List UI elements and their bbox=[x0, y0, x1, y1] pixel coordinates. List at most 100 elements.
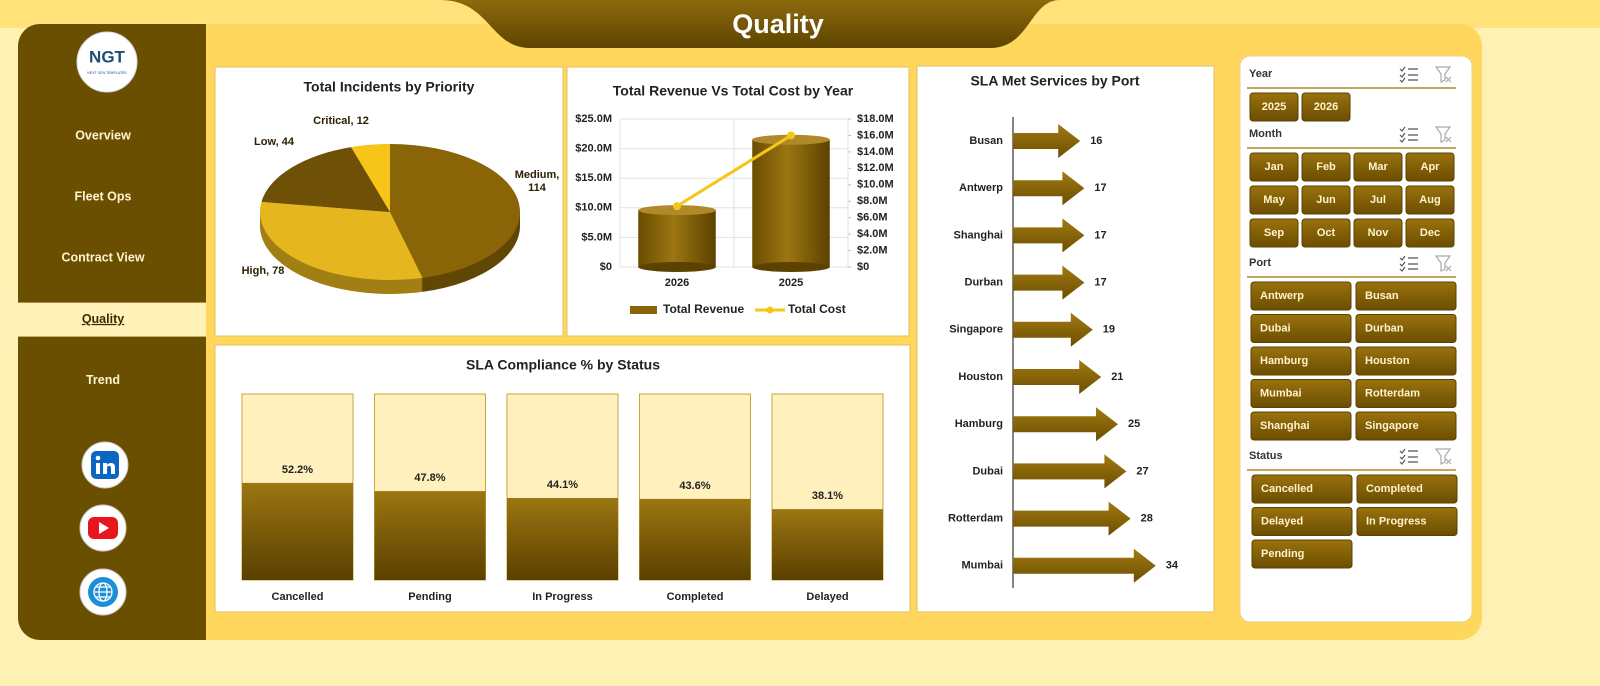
slicer-button[interactable] bbox=[1250, 379, 1352, 408]
slicer-title: Month bbox=[1249, 128, 1282, 140]
slicer-button[interactable] bbox=[1353, 218, 1403, 248]
slicer-item[interactable]: Durban bbox=[1365, 322, 1404, 334]
slicer-item[interactable]: In Progress bbox=[1366, 515, 1427, 527]
slicer-button[interactable] bbox=[1251, 507, 1353, 536]
slicer-item[interactable]: Antwerp bbox=[1260, 290, 1304, 302]
x-tick-label: Cancelled bbox=[272, 591, 324, 603]
slicer-button[interactable] bbox=[1355, 379, 1457, 408]
slicer-item[interactable]: Aug bbox=[1419, 194, 1440, 206]
slicer-item[interactable]: Nov bbox=[1368, 227, 1390, 239]
y-tick-label: Houston bbox=[958, 371, 1003, 383]
multiselect-icon[interactable] bbox=[1399, 126, 1418, 143]
slicer-button[interactable] bbox=[1249, 218, 1299, 248]
slicer-button[interactable] bbox=[1356, 474, 1458, 504]
data-label: 17 bbox=[1094, 182, 1106, 194]
data-label: Critical, 12 bbox=[313, 115, 369, 127]
slicer-button[interactable] bbox=[1249, 92, 1299, 122]
y2-tick-label: $4.0M bbox=[857, 228, 888, 240]
clear-filter-icon[interactable] bbox=[1434, 126, 1452, 143]
y-tick-label: $0 bbox=[600, 261, 612, 273]
slicer-item[interactable]: Feb bbox=[1316, 161, 1336, 173]
slicer-item[interactable]: 2026 bbox=[1314, 101, 1338, 113]
slicer-item[interactable]: Dubai bbox=[1260, 322, 1291, 334]
slicer-button[interactable] bbox=[1251, 474, 1353, 504]
slicer-item[interactable]: Houston bbox=[1365, 355, 1410, 367]
slicer-button[interactable] bbox=[1355, 411, 1457, 441]
bar-bottom bbox=[638, 262, 716, 272]
bar-arrow bbox=[1013, 124, 1081, 158]
bar-arrow bbox=[1013, 501, 1131, 536]
slicer-item[interactable]: Hamburg bbox=[1260, 355, 1308, 367]
nav-item[interactable]: Fleet Ops bbox=[75, 189, 132, 203]
slicer-button[interactable] bbox=[1405, 218, 1455, 248]
slicer-item[interactable]: Jul bbox=[1370, 194, 1386, 206]
clear-filter-icon[interactable] bbox=[1434, 66, 1452, 83]
chart-title: SLA Compliance % by Status bbox=[466, 357, 660, 373]
slicer-button[interactable] bbox=[1251, 539, 1353, 569]
slicer-button[interactable] bbox=[1355, 346, 1457, 376]
nav-item[interactable]: Contract View bbox=[61, 251, 144, 265]
y-tick-label: Dubai bbox=[972, 465, 1003, 477]
y-tick-label: $5.0M bbox=[581, 231, 612, 243]
slicer-item[interactable]: Apr bbox=[1421, 161, 1441, 173]
slicer-button[interactable] bbox=[1250, 411, 1352, 441]
x-tick-label: In Progress bbox=[532, 591, 593, 603]
multiselect-icon[interactable] bbox=[1399, 66, 1418, 83]
multiselect-icon[interactable] bbox=[1399, 255, 1418, 272]
slicer-item[interactable]: Mar bbox=[1368, 161, 1388, 173]
legend-swatch bbox=[630, 306, 657, 314]
slicer-button[interactable] bbox=[1301, 185, 1351, 215]
chart-title: Total Revenue Vs Total Cost by Year bbox=[613, 83, 854, 99]
multiselect-icon[interactable] bbox=[1399, 448, 1418, 465]
y2-tick-label: $16.0M bbox=[857, 129, 894, 141]
legend-label: Total Cost bbox=[788, 302, 846, 316]
slicer-button[interactable] bbox=[1249, 185, 1299, 215]
card bbox=[566, 66, 910, 337]
slicer-button[interactable] bbox=[1301, 218, 1351, 248]
slicer-button[interactable] bbox=[1249, 152, 1299, 182]
slicer-item[interactable]: Cancelled bbox=[1261, 483, 1313, 495]
y-tick-label: $25.0M bbox=[575, 113, 612, 125]
slicer-button[interactable] bbox=[1250, 281, 1352, 311]
nav-item[interactable]: Quality bbox=[82, 312, 124, 326]
slicer-item[interactable]: Jun bbox=[1316, 194, 1336, 206]
slicer-item[interactable]: Mumbai bbox=[1260, 387, 1302, 399]
x-tick-label: Delayed bbox=[806, 591, 848, 603]
slicer-button[interactable] bbox=[1356, 507, 1458, 536]
slicer-item[interactable]: Oct bbox=[1317, 227, 1336, 239]
bar bbox=[639, 498, 751, 580]
slicer-item[interactable]: May bbox=[1263, 194, 1285, 206]
clear-filter-icon[interactable] bbox=[1434, 448, 1452, 465]
slicer-button[interactable] bbox=[1405, 152, 1455, 182]
slicer-button[interactable] bbox=[1355, 314, 1457, 343]
slicer-button[interactable] bbox=[1250, 314, 1352, 343]
slicer-item[interactable]: 2025 bbox=[1262, 101, 1286, 113]
clear-filter-icon[interactable] bbox=[1434, 255, 1452, 272]
slicer-item[interactable]: Pending bbox=[1261, 548, 1304, 560]
slicer-item[interactable]: Sep bbox=[1264, 227, 1284, 239]
slicer-item[interactable]: Jan bbox=[1265, 161, 1284, 173]
bar bbox=[507, 497, 618, 580]
slicer-item[interactable]: Dec bbox=[1420, 227, 1440, 239]
pie-slice: Critical bbox=[351, 144, 390, 212]
slicer-item[interactable]: Rotterdam bbox=[1365, 387, 1420, 399]
slicer-item[interactable]: Completed bbox=[1366, 483, 1423, 495]
slicer-button[interactable] bbox=[1405, 185, 1455, 215]
icon-part bbox=[99, 522, 109, 534]
slicer-item[interactable]: Shanghai bbox=[1260, 420, 1310, 432]
slicer-button[interactable] bbox=[1353, 152, 1403, 182]
slicer-item[interactable]: Delayed bbox=[1261, 515, 1303, 527]
data-label-box: Low, 44 bbox=[254, 136, 294, 148]
nav-item[interactable]: Trend bbox=[86, 373, 120, 387]
slicer-title: Year bbox=[1249, 68, 1273, 80]
slicer-button[interactable] bbox=[1301, 92, 1351, 122]
slicer-button[interactable] bbox=[1250, 346, 1352, 376]
slicer-item[interactable]: Singapore bbox=[1365, 420, 1419, 432]
slicer-button[interactable] bbox=[1353, 185, 1403, 215]
nav-item[interactable]: Overview bbox=[75, 128, 131, 142]
slicer-item[interactable]: Busan bbox=[1365, 290, 1399, 302]
y2-tick-label: $0 bbox=[857, 261, 869, 273]
slicer-button[interactable] bbox=[1355, 281, 1457, 311]
slicer-button[interactable] bbox=[1301, 152, 1351, 182]
